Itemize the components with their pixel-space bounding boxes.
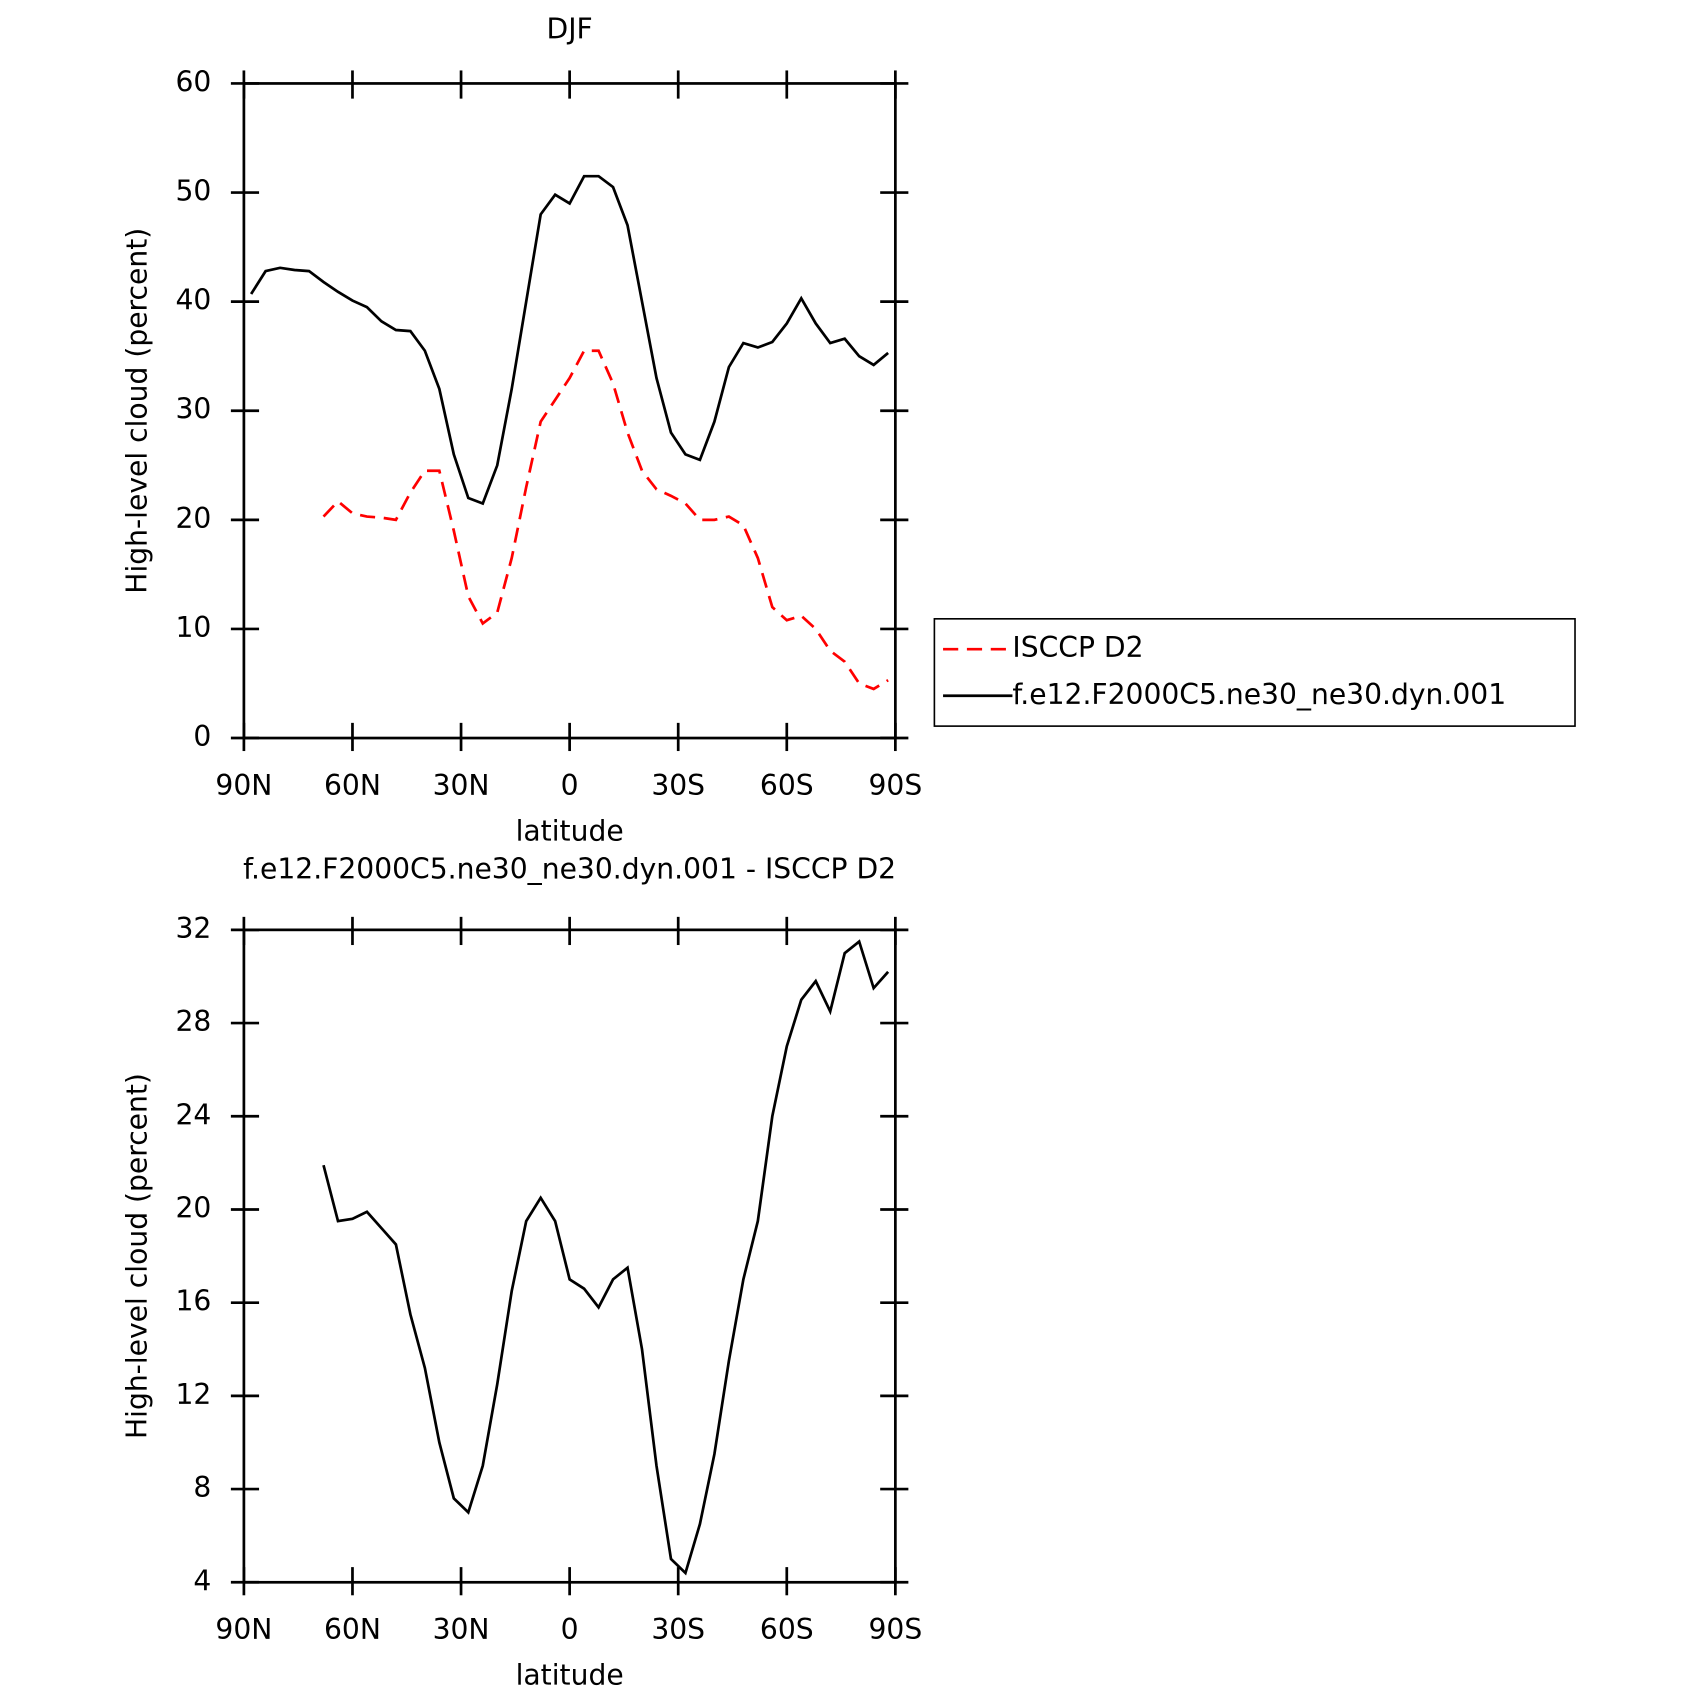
- legend-label: f.e12.F2000C5.ne30_ne30.dyn.001: [1012, 678, 1506, 711]
- y-tick-label: 20: [176, 502, 212, 535]
- y-tick-label: 50: [176, 175, 212, 208]
- x-tick-label: 30N: [433, 1613, 490, 1646]
- x-tick-label: 60S: [760, 1613, 814, 1646]
- plot-frame: [242, 928, 897, 1584]
- y-tick-label: 60: [176, 65, 212, 98]
- y-tick-label: 8: [193, 1471, 211, 1504]
- y-tick-label: 20: [176, 1191, 212, 1224]
- data-line: [249, 174, 889, 506]
- y-axis-label: High-level cloud (percent): [121, 228, 154, 594]
- data-line: [322, 349, 889, 691]
- x-tick-label: 90S: [868, 769, 922, 802]
- x-tick-label: 30N: [433, 769, 490, 802]
- y-tick-label: 4: [193, 1564, 211, 1597]
- x-tick-label: 30S: [651, 1613, 705, 1646]
- x-tick-label: 60N: [324, 1613, 381, 1646]
- y-tick-label: 16: [176, 1285, 212, 1318]
- y-tick-label: 10: [176, 611, 212, 644]
- data-line: [322, 939, 890, 1576]
- y-tick-label: 30: [176, 393, 212, 426]
- x-tick-label: 90N: [215, 1613, 272, 1646]
- y-axis-label: High-level cloud (percent): [121, 1073, 154, 1439]
- x-tick-label: 0: [561, 1613, 579, 1646]
- y-tick-label: 0: [193, 720, 211, 753]
- x-axis-label: latitude: [516, 1659, 624, 1692]
- x-tick-label: 90S: [868, 1613, 922, 1646]
- x-tick-label: 30S: [651, 769, 705, 802]
- y-tick-label: 32: [176, 912, 212, 945]
- y-tick-label: 12: [176, 1378, 212, 1411]
- x-tick-label: 0: [561, 769, 579, 802]
- y-tick-label: 28: [176, 1005, 212, 1038]
- x-tick-label: 60N: [324, 769, 381, 802]
- legend-box: [933, 618, 1576, 727]
- x-tick-label: 60S: [760, 769, 814, 802]
- x-tick-label: 90N: [215, 769, 272, 802]
- y-tick-label: 40: [176, 284, 212, 317]
- chart-title: DJF: [547, 12, 593, 45]
- plot-frame: [242, 82, 897, 740]
- legend-label: ISCCP D2: [1012, 631, 1143, 664]
- y-tick-label: 24: [176, 1098, 212, 1131]
- x-axis-label: latitude: [516, 814, 624, 847]
- chart-title: f.e12.F2000C5.ne30_ne30.dyn.001 - ISCCP …: [243, 852, 896, 885]
